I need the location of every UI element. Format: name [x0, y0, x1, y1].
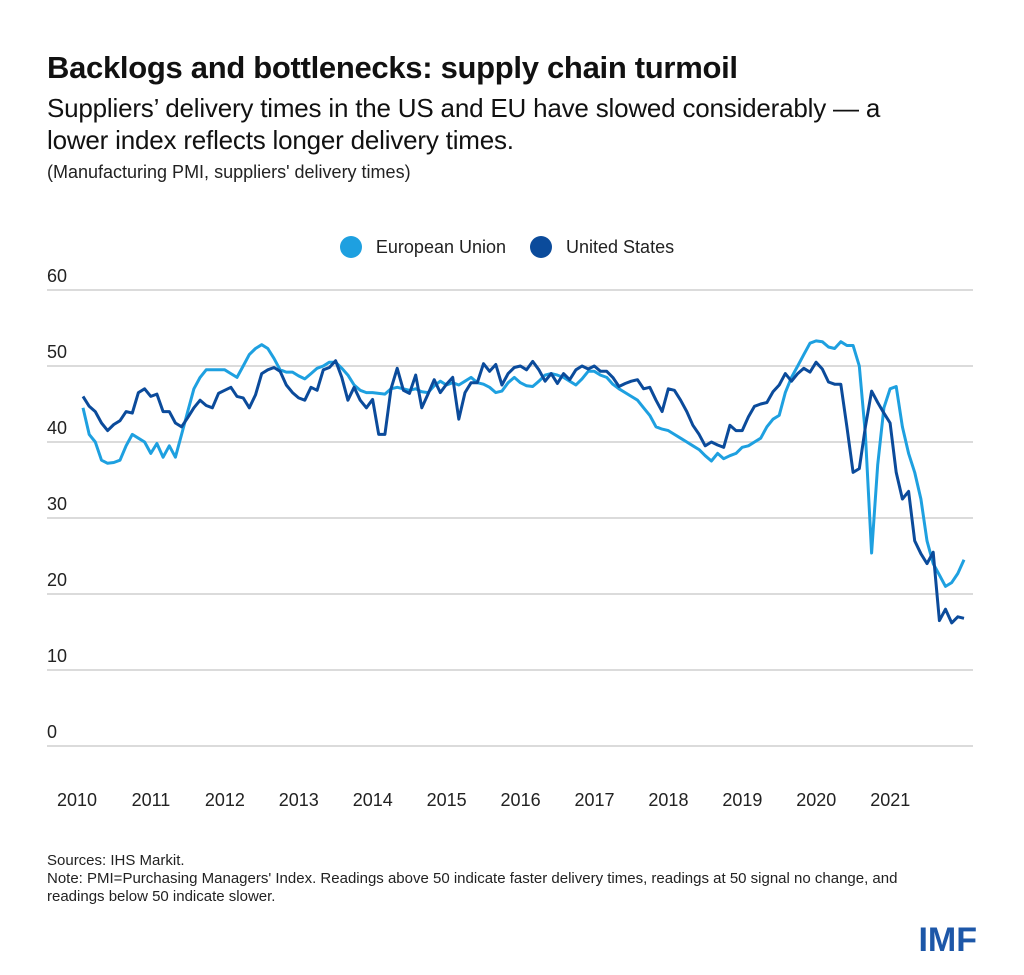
y-tick-label: 30	[47, 494, 67, 514]
x-tick-label: 2017	[574, 790, 614, 810]
y-tick-label: 60	[47, 266, 67, 286]
chart-units: (Manufacturing PMI, suppliers' delivery …	[47, 162, 411, 182]
x-tick-label: 2016	[501, 790, 541, 810]
series-line-european-union	[81, 339, 966, 588]
legend-swatch-us	[530, 236, 553, 258]
x-tick-label: 2012	[205, 790, 245, 810]
y-tick-label: 50	[47, 342, 67, 362]
y-axis-labels: 0 10 20 30 40 50 60	[47, 266, 67, 742]
sources-text: Sources: IHS Markit.	[47, 852, 185, 869]
legend-item-us: United States	[530, 236, 674, 258]
y-tick-label: 0	[47, 722, 57, 742]
legend-swatch-eu	[339, 236, 362, 258]
x-tick-label: 2018	[648, 790, 688, 810]
x-tick-label: 2013	[279, 790, 319, 810]
x-tick-label: 2011	[132, 790, 171, 810]
x-tick-label: 2019	[722, 790, 762, 810]
chart-subtitle: Suppliers’ delivery times in the US and …	[47, 93, 881, 155]
y-tick-label: 10	[47, 646, 67, 666]
y-tick-label: 20	[47, 570, 67, 590]
x-tick-label: 2021	[870, 790, 910, 810]
note-text: Note: PMI=Purchasing Managers' Index. Re…	[47, 870, 898, 905]
y-tick-label: 40	[47, 418, 67, 438]
legend-label-us: United States	[566, 236, 675, 257]
x-tick-label: 2015	[427, 790, 467, 810]
x-tick-label: 2020	[796, 790, 836, 810]
legend-label-eu: European Union	[375, 236, 507, 257]
series-lines	[81, 339, 966, 625]
imf-logo: IMF	[918, 921, 977, 959]
x-tick-label: 2014	[353, 790, 393, 810]
x-tick-label: 2010	[57, 790, 97, 810]
legend: European Union United States	[0, 236, 1024, 258]
legend-item-eu: European Union	[339, 236, 507, 258]
gridlines	[47, 289, 973, 747]
chart-title: Backlogs and bottlenecks: supply chain t…	[47, 50, 738, 85]
footer: Sources: IHS Markit. Note: PMI=Purchasin…	[47, 852, 947, 906]
series-line-united-states	[81, 359, 965, 625]
x-axis-labels: 2010 2011 2012 2013 2014 2015 2016 2017 2018 2019…	[57, 790, 910, 810]
